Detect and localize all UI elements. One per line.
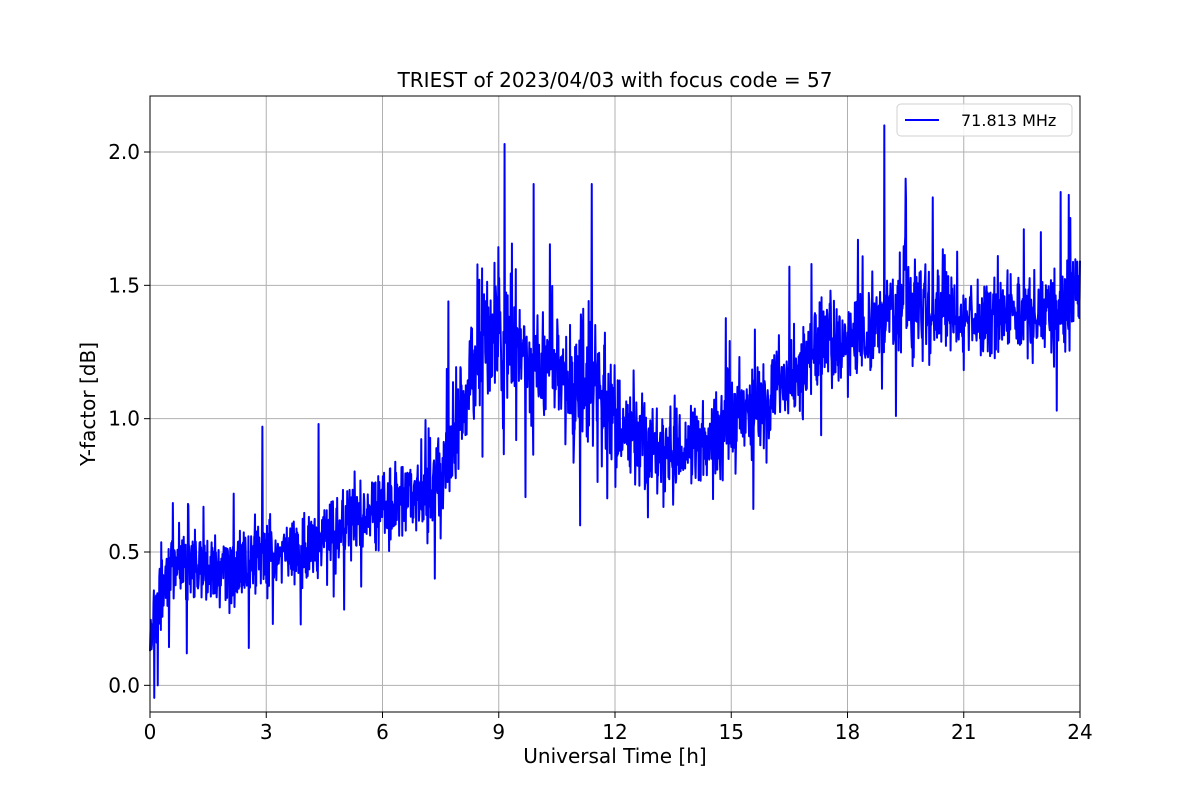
legend: 71.813 MHz: [896, 103, 1073, 137]
x-axis-ticks: 0 3 6 9 12 15 18 21 24: [144, 712, 1093, 744]
y-axis-ticks: 0.0 0.5 1.0 1.5 2.0: [108, 140, 150, 697]
y-tick-label: 0.0: [108, 673, 140, 697]
legend-entry-label: 71.813 MHz: [961, 111, 1056, 130]
series-layer: [149, 124, 1081, 699]
chart-title: TRIEST of 2023/04/03 with focus code = 5…: [397, 68, 833, 92]
y-tick-label: 1.5: [108, 273, 140, 297]
x-axis-label: Universal Time [h]: [523, 744, 706, 768]
x-tick-label: 21: [951, 720, 976, 744]
x-tick-label: 3: [260, 720, 273, 744]
y-tick-label: 2.0: [108, 140, 140, 164]
x-tick-label: 15: [719, 720, 744, 744]
y-tick-label: 1.0: [108, 407, 140, 431]
x-tick-label: 24: [1067, 720, 1092, 744]
series-line-71-813-mhz: [149, 124, 1081, 699]
x-tick-label: 6: [376, 720, 389, 744]
x-tick-label: 18: [835, 720, 860, 744]
x-tick-label: 9: [492, 720, 505, 744]
y-axis-label: Y-factor [dB]: [76, 342, 100, 467]
x-tick-label: 12: [602, 720, 627, 744]
y-tick-label: 0.5: [108, 540, 140, 564]
legend-box: [896, 103, 1073, 137]
x-tick-label: 0: [144, 720, 157, 744]
